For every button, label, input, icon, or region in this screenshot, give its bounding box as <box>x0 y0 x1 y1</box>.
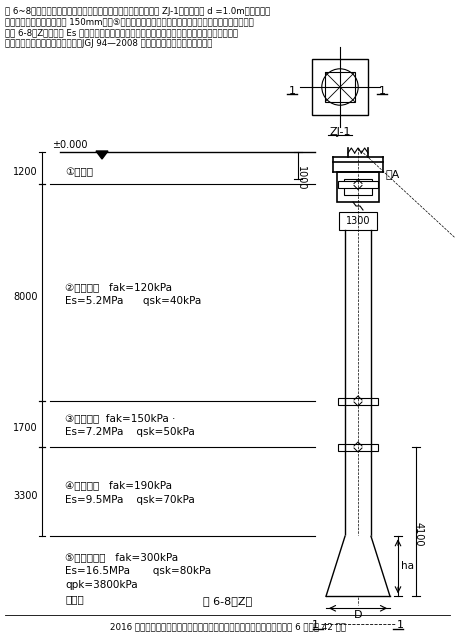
Text: Es=16.5MPa       qsk=80kPa: Es=16.5MPa qsk=80kPa <box>65 566 211 576</box>
Text: Es=9.5MPa    qsk=70kPa: Es=9.5MPa qsk=70kPa <box>65 495 195 504</box>
Text: 1300: 1300 <box>346 216 370 226</box>
Text: 振捣密实的混凝土，厚度为 150mm，以⑤层硬塑状黏土为桩端持力层，基础剖面及地基图层相关参数: 振捣密实的混凝土，厚度为 150mm，以⑤层硬塑状黏土为桩端持力层，基础剖面及地… <box>5 17 254 26</box>
Text: 1: 1 <box>312 620 319 630</box>
Text: 1000: 1000 <box>296 165 306 190</box>
Text: 8000: 8000 <box>14 292 38 302</box>
Text: ⑤硬塑状黏土   fak=300kPa: ⑤硬塑状黏土 fak=300kPa <box>65 553 178 562</box>
Text: qpk=3800kPa: qpk=3800kPa <box>65 580 137 590</box>
Bar <box>337 172 379 202</box>
Text: ZJ-1: ZJ-1 <box>329 127 351 137</box>
Text: ±0.000: ±0.000 <box>52 140 87 150</box>
Bar <box>312 59 368 115</box>
Text: Es=5.2MPa      qsk=40kPa: Es=5.2MPa qsk=40kPa <box>65 296 201 306</box>
Text: 提示：根据《建筑桩基技术规范》JGJ 94—2008 作答；粉质黏土可按黏土考虑。: 提示：根据《建筑桩基技术规范》JGJ 94—2008 作答；粉质黏土可按黏土考虑… <box>5 38 212 47</box>
Bar <box>338 444 378 451</box>
Text: 未揭穿: 未揭穿 <box>65 594 84 604</box>
Bar <box>338 398 378 405</box>
Text: 1: 1 <box>379 86 385 96</box>
Bar <box>325 72 354 101</box>
Text: 桩A: 桩A <box>386 169 400 179</box>
Text: 1200: 1200 <box>13 167 38 178</box>
Text: Es=7.2MPa    qsk=50kPa: Es=7.2MPa qsk=50kPa <box>65 427 195 437</box>
Polygon shape <box>96 151 108 159</box>
Text: 见图 6-8（Z）（图中 Es 为土的自重压力至土的自重压力与附加压力之和的压力段的压缩模量）: 见图 6-8（Z）（图中 Es 为土的自重压力至土的自重压力与附加压力之和的压力… <box>5 28 238 37</box>
Text: ③粉质黏土  fak=150kPa ·: ③粉质黏土 fak=150kPa · <box>65 413 175 423</box>
Text: ②粉质黏土   fak=120kPa: ②粉质黏土 fak=120kPa <box>65 282 172 292</box>
Text: 题 6~8：某多层框架结构，拟采用一柱一桩人工挖孔桩桩基基础 ZJ-1，桩身内径 d =1.0m，护壁采用: 题 6~8：某多层框架结构，拟采用一柱一桩人工挖孔桩桩基基础 ZJ-1，桩身内径… <box>5 7 270 16</box>
Text: ha: ha <box>401 562 414 571</box>
Text: 3300: 3300 <box>14 490 38 501</box>
Text: ④粉质黏土   fak=190kPa: ④粉质黏土 fak=190kPa <box>65 481 172 490</box>
Text: ①素填土: ①素填土 <box>65 167 93 178</box>
Text: 4100: 4100 <box>414 522 424 546</box>
Text: 图 6-8（Z）: 图 6-8（Z） <box>203 596 253 606</box>
Text: D: D <box>354 610 362 620</box>
Text: 2016 年度全国一级注册结构工程师执业资格考试专业考试试卷（下午）第 6 页（共 42 页）: 2016 年度全国一级注册结构工程师执业资格考试专业考试试卷（下午）第 6 页（… <box>110 622 346 631</box>
Bar <box>338 181 378 188</box>
Text: 1: 1 <box>397 620 404 630</box>
Text: 1700: 1700 <box>13 423 38 433</box>
Polygon shape <box>326 537 390 596</box>
Bar <box>339 212 377 230</box>
Text: 1: 1 <box>288 86 295 96</box>
Bar <box>344 179 372 195</box>
